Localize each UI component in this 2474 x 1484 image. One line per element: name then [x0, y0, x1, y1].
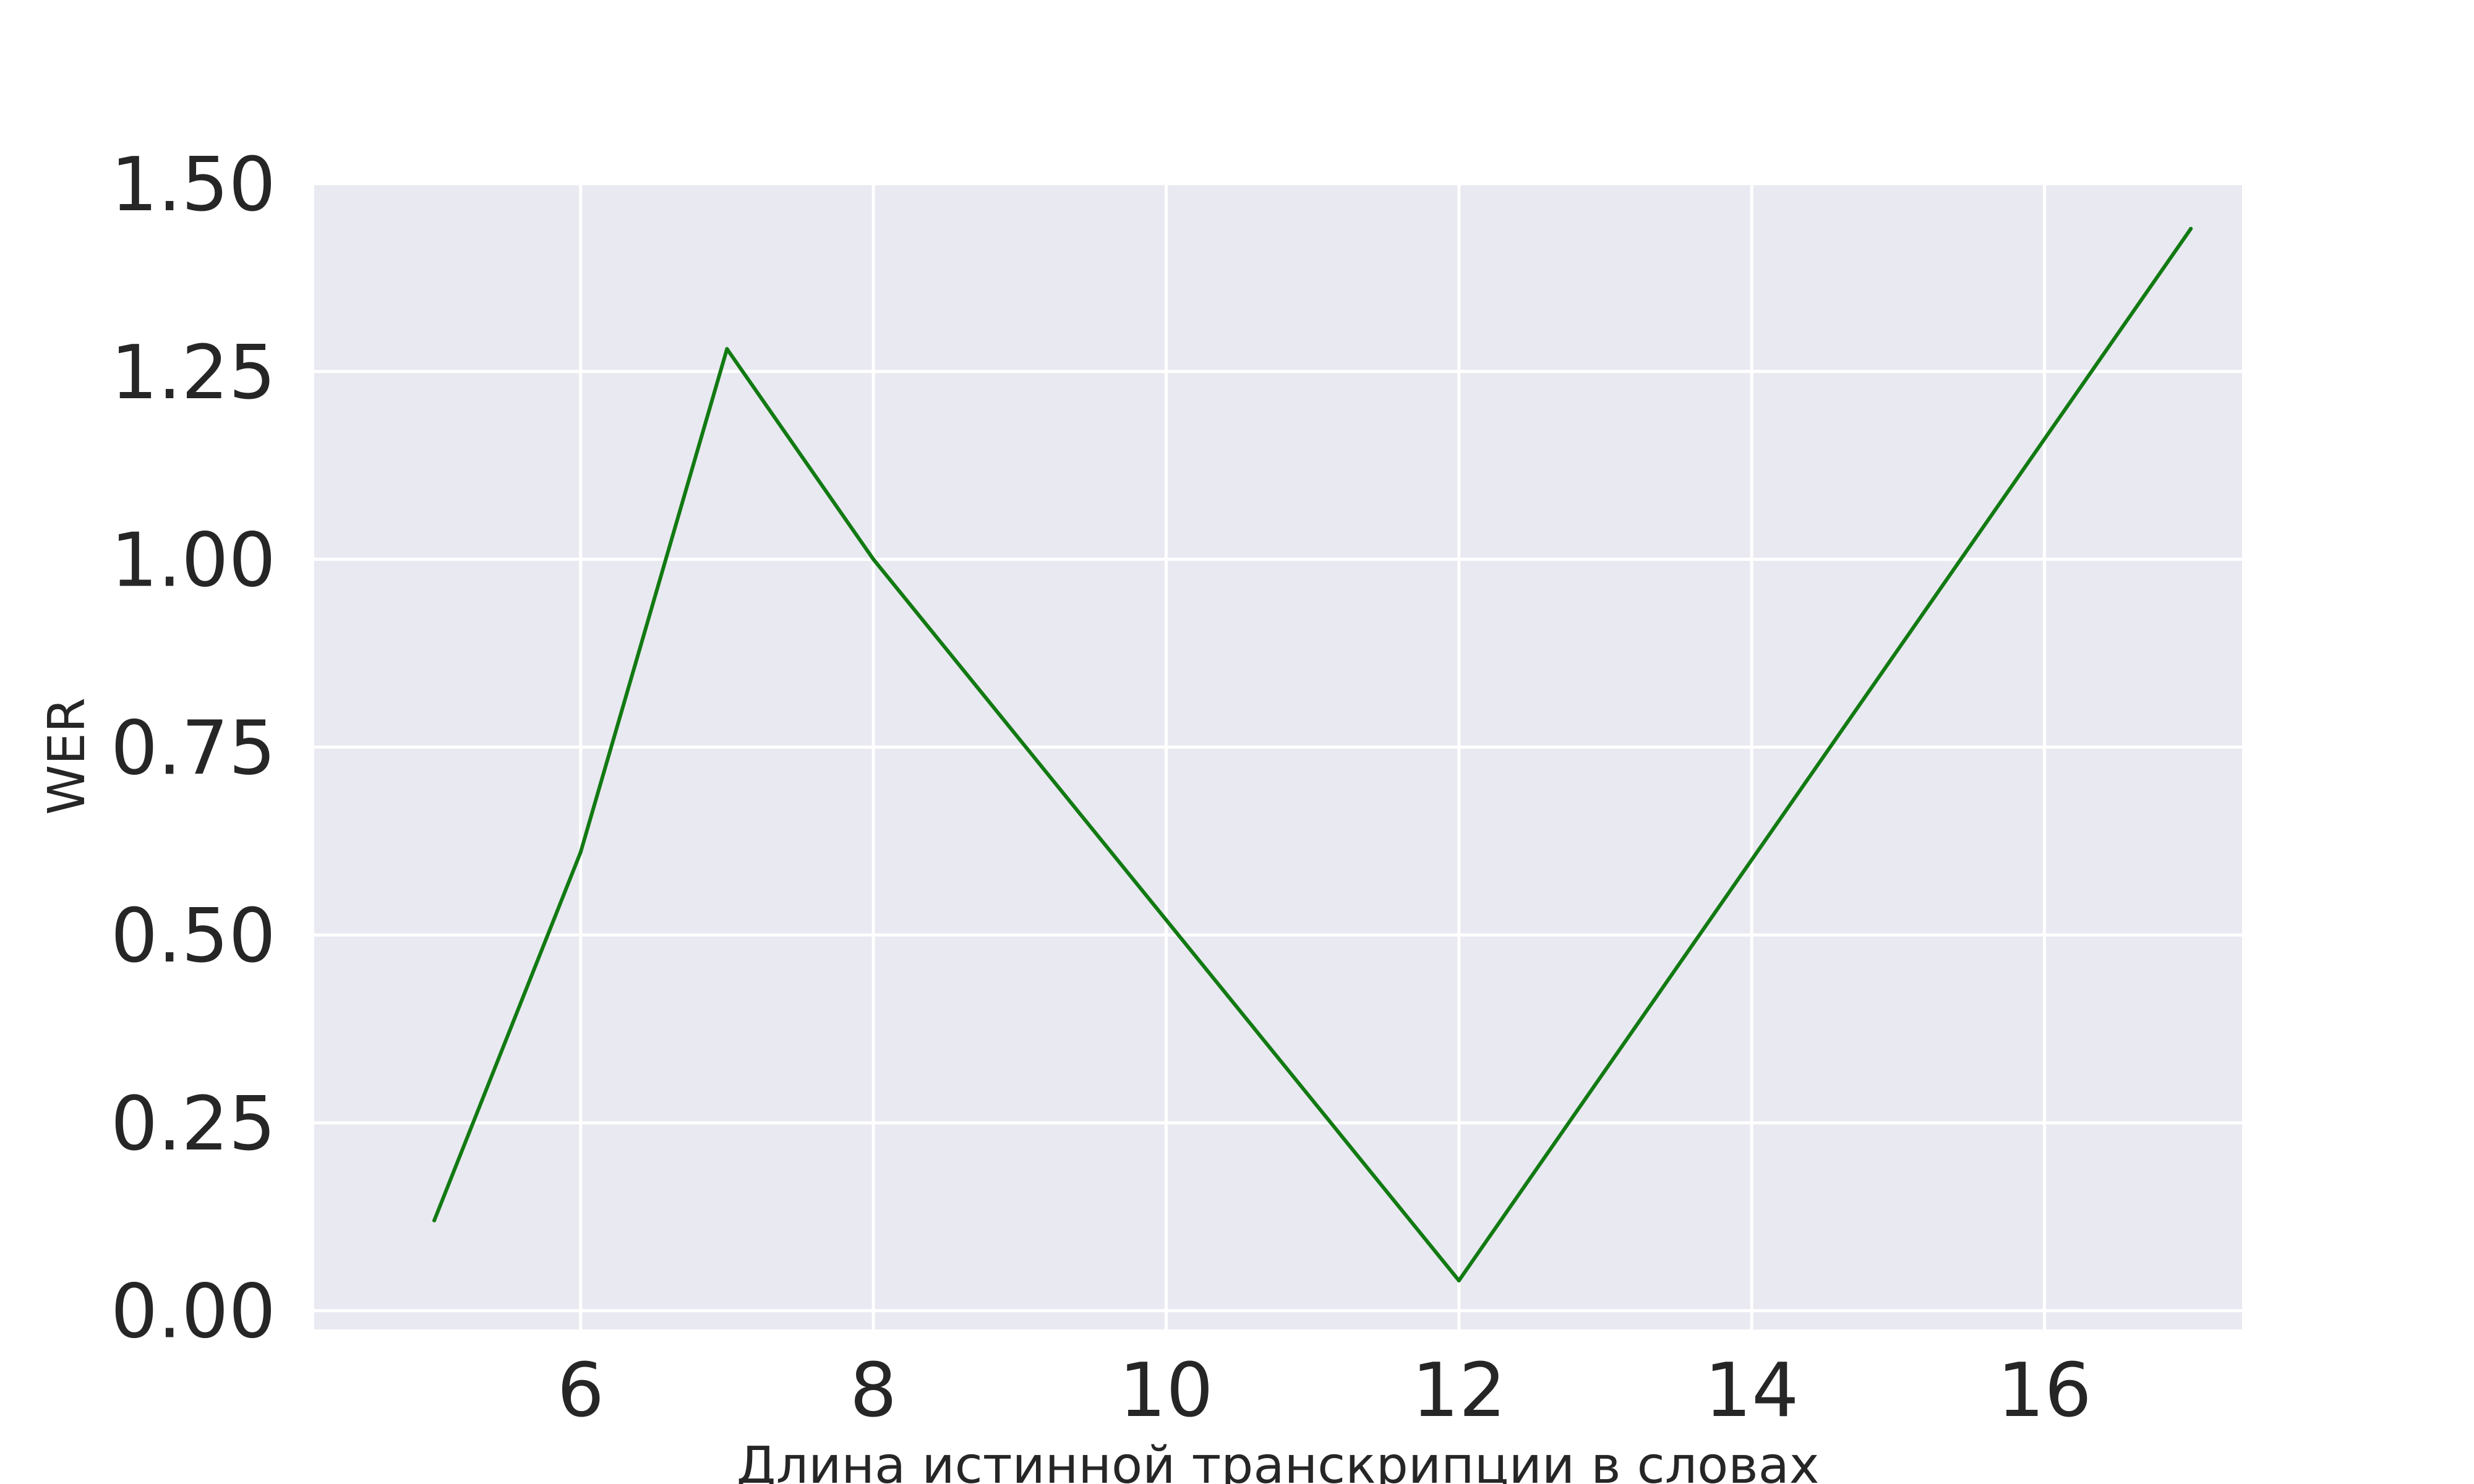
x-axis-ticks: 6 8 10 12 14 16 [557, 1348, 2092, 1434]
x-tick-label: 8 [850, 1348, 897, 1434]
x-tick-label: 10 [1119, 1348, 1213, 1434]
data-point [432, 1218, 437, 1222]
series-line [432, 226, 2193, 1282]
series-lines [432, 226, 2193, 1283]
data-point [2189, 226, 2193, 231]
x-axis-label: Длина истинной транскрипции в словах [737, 1436, 1820, 1484]
y-tick-label: 0.00 [111, 1269, 276, 1355]
x-tick-label: 16 [1997, 1348, 2092, 1434]
y-tick-label: 0.50 [111, 893, 276, 979]
y-tick-label: 0.25 [111, 1081, 276, 1167]
data-point [725, 347, 729, 351]
y-tick-label: 1.50 [111, 142, 276, 228]
y-axis-label: WER [38, 697, 96, 815]
data-point [578, 850, 583, 855]
grid-lines [314, 182, 2242, 1329]
x-tick-label: 12 [1411, 1348, 1506, 1434]
plot-background [314, 184, 2242, 1329]
y-axis-ticks: 0.00 0.25 0.50 0.75 1.00 1.25 1.50 [111, 142, 276, 1355]
y-tick-label: 0.75 [111, 706, 276, 791]
x-tick-label: 6 [557, 1348, 604, 1434]
x-tick-label: 14 [1705, 1348, 1799, 1434]
y-tick-label: 1.25 [111, 330, 276, 416]
data-point [871, 557, 876, 561]
data-point [1457, 1279, 1461, 1283]
y-tick-label: 1.00 [111, 518, 276, 604]
